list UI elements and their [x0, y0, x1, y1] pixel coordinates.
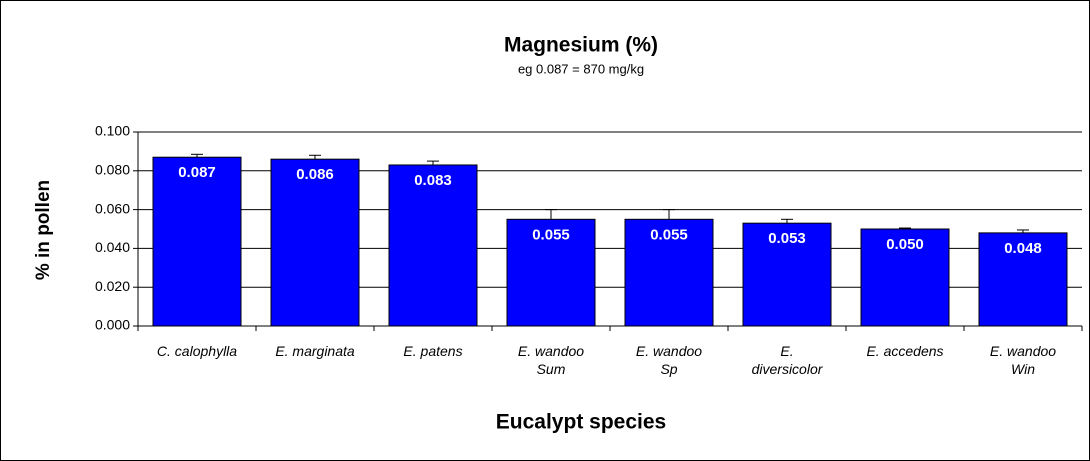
x-tick-label: E. marginata: [275, 343, 355, 359]
x-tick-label: E. wandoo Win: [989, 343, 1057, 377]
value-label: 0.086: [296, 166, 334, 183]
y-tick-label: 0.080: [95, 162, 130, 178]
y-tick-label: 0.060: [95, 200, 130, 216]
x-tick-label: E. wandoo Sum: [517, 343, 585, 377]
value-label: 0.083: [414, 172, 452, 189]
value-label: 0.055: [650, 226, 688, 243]
x-tick-label: E. wandoo Sp: [635, 343, 703, 377]
value-label: 0.053: [768, 230, 806, 247]
value-label: 0.048: [1004, 240, 1042, 257]
chart-title: Magnesium (%): [504, 34, 658, 57]
y-tick-label: 0.000: [95, 317, 130, 333]
x-tick-label: E. diversicolor: [751, 343, 823, 377]
value-label: 0.050: [886, 236, 924, 253]
x-axis-label: Eucalypt species: [496, 411, 666, 434]
chart-subtitle: eg 0.087 = 870 mg/kg: [518, 61, 644, 76]
x-tick-label: E. accedens: [866, 343, 944, 359]
y-axis-label: % in pollen: [33, 180, 54, 280]
value-label: 0.087: [178, 164, 216, 181]
bar: [978, 232, 1068, 327]
bar: [860, 228, 950, 327]
bar: [152, 156, 242, 327]
bar: [270, 158, 360, 327]
y-tick-label: 0.020: [95, 278, 130, 294]
y-tick-label: 0.040: [95, 239, 130, 255]
y-tick-label: 0.100: [95, 123, 130, 139]
bar: [388, 164, 478, 327]
value-label: 0.055: [532, 226, 570, 243]
bar: [506, 218, 596, 327]
bar: [742, 222, 832, 327]
x-tick-label: C. calophylla: [156, 343, 238, 359]
x-tick-label: E. patens: [403, 343, 463, 359]
